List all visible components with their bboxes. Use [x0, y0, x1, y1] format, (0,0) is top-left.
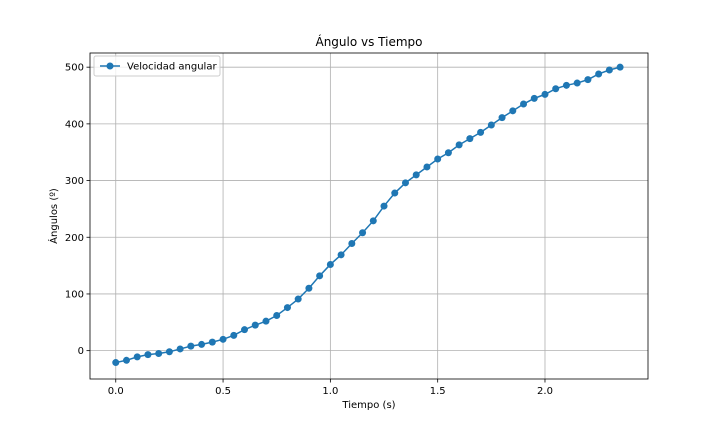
y-axis-label: Ángulos (º)	[47, 188, 60, 244]
data-point	[498, 114, 506, 122]
data-point	[316, 272, 324, 280]
data-point	[434, 155, 442, 163]
series-layer	[112, 63, 624, 367]
legend-label: Velocidad angular	[127, 62, 217, 73]
data-point	[584, 76, 592, 84]
data-point	[391, 189, 399, 197]
data-point	[423, 163, 431, 171]
data-point	[262, 317, 270, 325]
data-point	[144, 351, 152, 359]
plot-frame	[89, 52, 649, 380]
data-point	[359, 229, 367, 237]
data-point	[112, 359, 120, 367]
ticks: 0.0 0.5 1.0 1.5 2.0 0 100 200 300 400 500	[65, 63, 553, 397]
data-point	[369, 217, 377, 225]
data-point	[133, 353, 141, 361]
data-point	[273, 312, 281, 320]
series-line	[115, 66, 621, 364]
x-tick-label: 2.0	[537, 386, 553, 397]
data-point	[241, 326, 249, 334]
x-tick-label: 0.5	[215, 386, 231, 397]
data-point	[165, 348, 173, 356]
data-point	[573, 79, 581, 87]
y-tick-label: 200	[65, 233, 84, 244]
legend: Velocidad angular	[93, 55, 221, 77]
data-point	[541, 90, 549, 98]
x-tick-label: 1.0	[322, 386, 338, 397]
x-tick-label: 0.0	[108, 386, 124, 397]
legend-box	[93, 55, 221, 77]
y-tick-label: 400	[65, 119, 84, 130]
x-tick-label: 1.5	[430, 386, 446, 397]
data-point	[283, 304, 291, 312]
data-point	[477, 128, 485, 136]
data-point	[348, 239, 356, 247]
legend-marker-swatch	[106, 62, 114, 70]
y-tick-label: 500	[65, 63, 84, 74]
data-point	[466, 135, 474, 143]
data-point	[155, 349, 163, 357]
data-point	[305, 284, 313, 292]
data-point	[552, 85, 560, 93]
data-point	[337, 251, 345, 259]
data-point	[520, 100, 528, 108]
axes	[89, 52, 649, 380]
data-point	[380, 202, 388, 210]
data-point	[208, 338, 216, 346]
data-point	[455, 141, 463, 149]
data-point	[509, 107, 517, 115]
chart-title: Ángulo vs Tiempo	[315, 34, 422, 49]
data-point	[616, 63, 624, 71]
x-axis-label: Tiempo (s)	[341, 400, 395, 411]
data-point	[530, 94, 538, 102]
data-point	[562, 81, 570, 89]
data-point	[595, 70, 603, 78]
data-point	[219, 335, 227, 343]
grid-lines	[90, 53, 648, 379]
y-tick-label: 0	[78, 346, 84, 357]
data-point	[176, 345, 184, 353]
data-point	[122, 356, 130, 364]
data-point	[605, 66, 613, 74]
data-point	[401, 179, 409, 187]
data-point	[487, 121, 495, 129]
data-point	[326, 260, 334, 268]
data-point	[412, 171, 420, 179]
data-point	[251, 321, 259, 329]
y-tick-label: 300	[65, 176, 84, 187]
data-point	[187, 342, 195, 350]
y-tick-label: 100	[65, 289, 84, 300]
data-point	[444, 149, 452, 157]
data-point	[294, 295, 302, 303]
data-point	[198, 340, 206, 348]
data-point	[230, 331, 238, 339]
